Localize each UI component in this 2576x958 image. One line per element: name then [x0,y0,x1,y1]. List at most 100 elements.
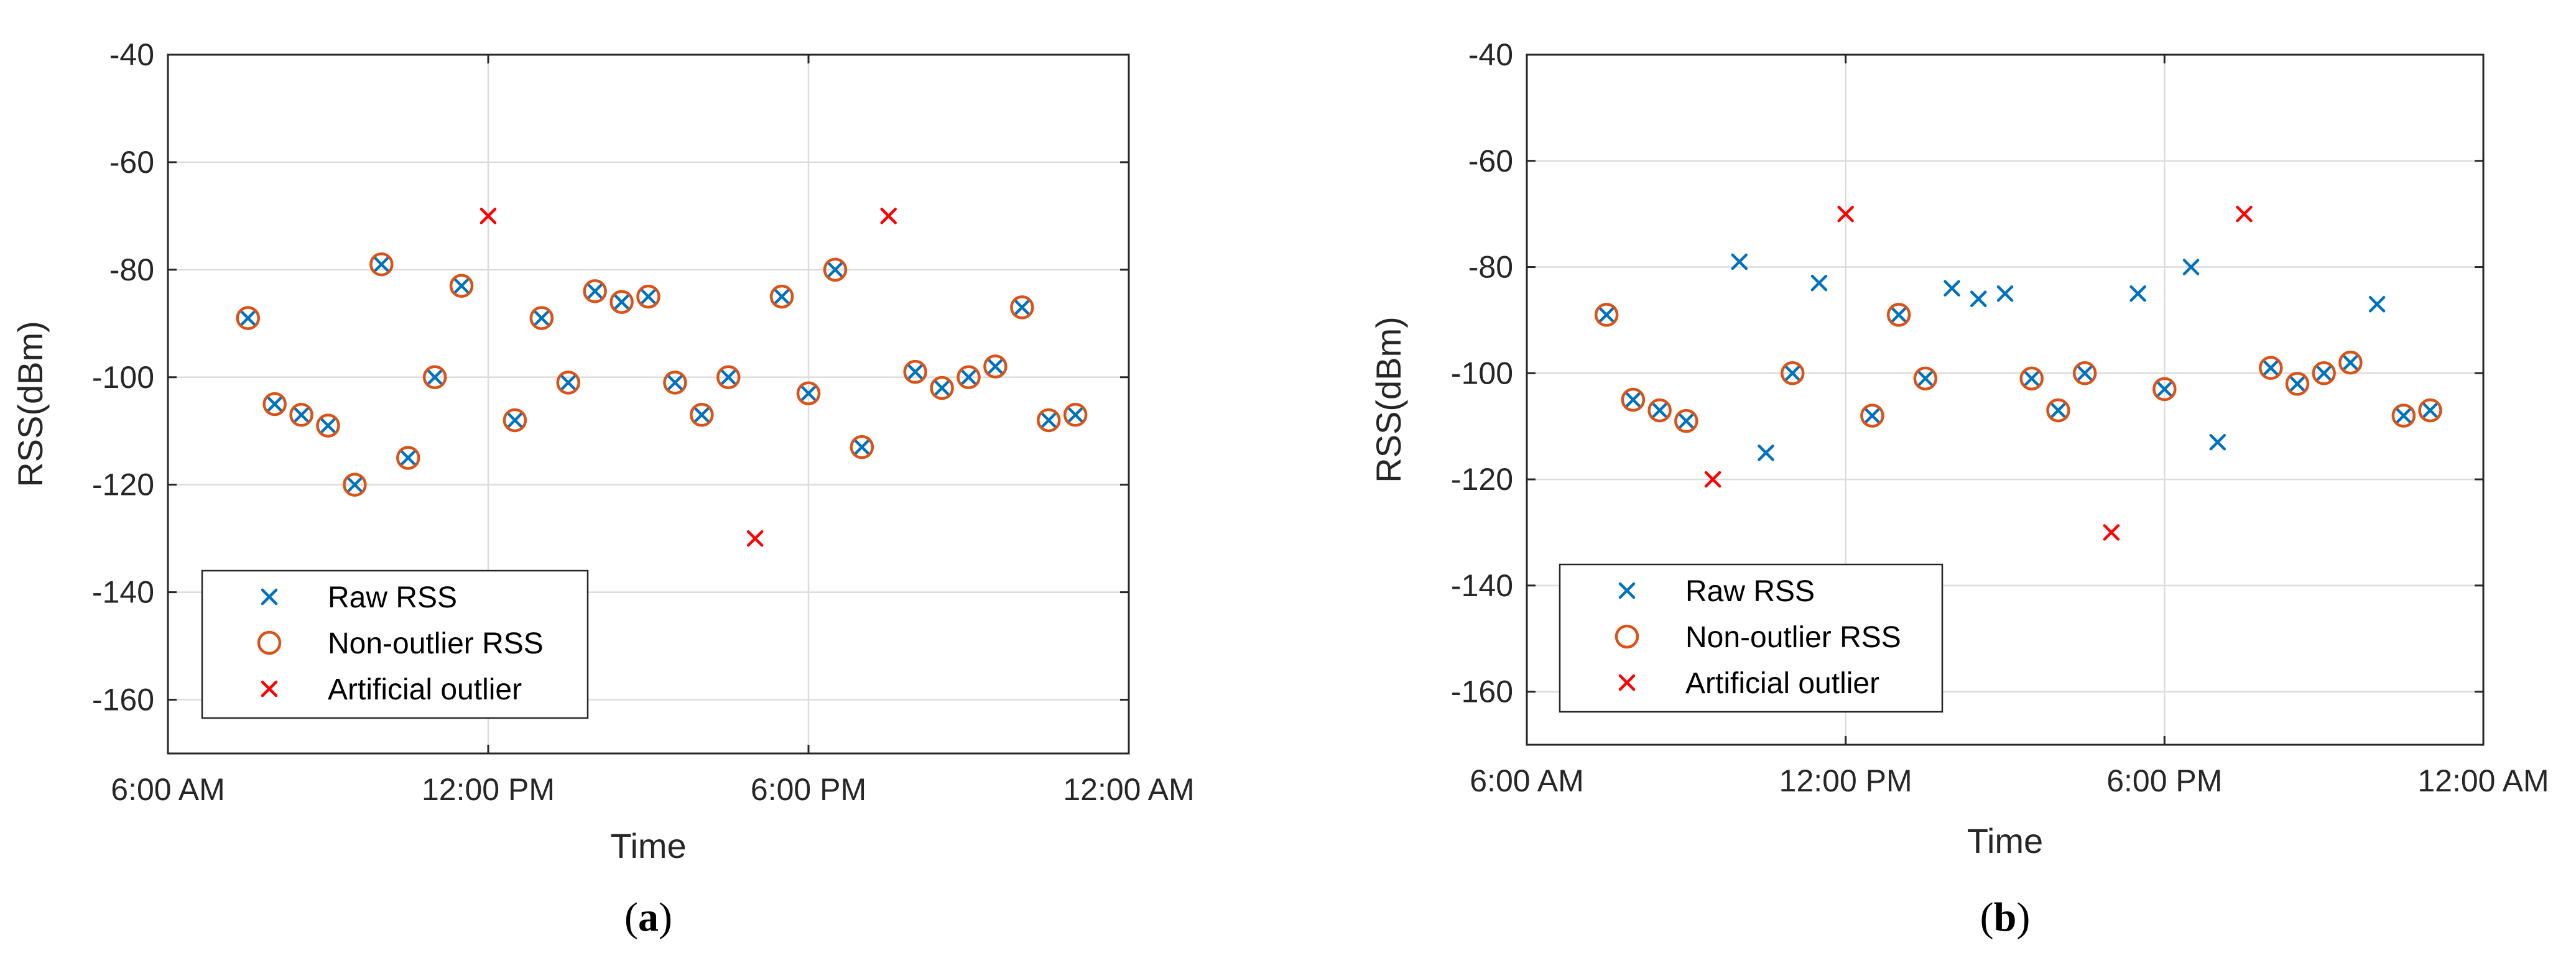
chart-a-y-axis-label: RSS(dBm) [11,321,50,487]
chart-a-point-stroke-b [1040,412,1057,429]
chart-b-point [2072,361,2097,385]
chart-b-legend-label: Artificial outlier [1685,667,1879,700]
chart-b-legend-marker [1618,674,1636,691]
chart-a-point-stroke-b [800,385,817,402]
chart-b-legend-marker [1615,624,1639,649]
chart-a-point [960,369,977,386]
chart-a-point [640,288,657,305]
chart-a-point [636,284,660,309]
chart-a-point-stroke-b [746,530,764,547]
chart-a-point-stroke-b [266,395,283,413]
chart-a-point [262,392,287,417]
chart-b-point [2258,356,2283,380]
chart-a-point [800,385,817,402]
chart-b-point [2391,403,2416,428]
chart-a-point-stroke-b [693,407,710,423]
chart-b-point [1704,471,1721,488]
chart-a-xtick-label: 12:00 PM [422,772,555,807]
chart-b-point-stroke-b [1810,274,1828,292]
chart-b-point [2103,524,2120,541]
chart-b-point-stroke-b [1678,412,1695,430]
chart-b-x-axis-label: Time [1967,821,2043,860]
chart-a-axes-box [167,53,1130,755]
chart-b-point-stroke-b [2368,296,2386,313]
chart-a-point [400,449,417,466]
chart-a-point [850,435,874,459]
chart-b-point [2046,398,2070,423]
chart-a-point [236,306,260,330]
chart-b: -40 -60 -80 -100 -120 -140 -160 6:00 AM 12:00 PM… [1369,37,2549,940]
chart-a-point [373,256,390,273]
chart-b-point [2262,359,2279,377]
chart-b-point-stroke-b [2422,402,2439,419]
chart-b-point-stroke-b [2076,365,2093,382]
chart-a-point [503,408,527,433]
chart-a-point-stroke-b [506,412,524,429]
chart-a-point [823,257,848,282]
chart-a-point [690,403,714,427]
chart-a-point-stroke-b [426,369,443,386]
chart-a-point [880,208,897,224]
chart-a-point [293,407,310,423]
chart-a-caption-letter: a [638,895,659,940]
chart-a-point [957,365,981,390]
chart-b-point-stroke-b [1704,471,1721,488]
chart-a-point [983,354,1008,379]
chart-b-point [1886,303,1911,327]
chart-b-point [1758,444,1774,461]
chart-a-point-stroke-b [346,476,363,493]
chart-b-point [2023,370,2040,387]
chart-a-point [1040,412,1057,429]
chart-a-point [556,371,580,395]
chart-a-point-stroke-b [453,277,470,295]
chart-a-point-stroke-b [934,379,950,397]
chart-b-ytick-label: -160 [1451,675,1513,709]
chart-b-legend-marker [1618,582,1636,599]
chart-b-ytick-label: -40 [1468,37,1513,72]
chart-a-point-stroke-b [293,407,310,423]
chart-b-point-stroke-b [1731,253,1748,270]
chart-b-point [2315,365,2332,382]
chart-b-point [1651,402,1668,419]
chart-a-ytick-label: -60 [109,145,154,180]
chart-b-point-stroke-b [2342,354,2359,371]
chart-b-point [1944,280,1960,297]
chart-b-xtick-label: 12:00 AM [2417,763,2549,798]
chart-a-ticks: -40 -60 -80 -100 -120 -140 -160 6:00 AM 12:00 PM… [92,37,1195,807]
chart-a-point [667,374,683,391]
chart-a-ytick-label: -80 [109,252,154,287]
chart-a-point [533,310,550,326]
chart-a-point-stroke-b [827,261,844,279]
chart-b-point-stroke-b [1970,290,1987,308]
chart-a-point-stroke-b [880,208,897,224]
chart-b-point-stroke-b [2315,365,2332,382]
chart-a-caption-close: ) [659,895,672,940]
chart-b-point-stroke-b [2103,524,2120,541]
chart-a-ytick-label: -160 [92,683,154,717]
chart-b-point [2156,380,2173,398]
chart-b-point-stroke-b [1651,402,1668,419]
chart-b-ytick-label: -60 [1468,144,1513,178]
chart-b-point-stroke-b [1837,205,1854,223]
chart-a-point [529,306,554,330]
chart-b-point [2209,434,2226,451]
chart-a-point [987,358,1004,375]
chart-a-point-stroke-b [960,369,977,386]
chart-b-point-stroke-b [2395,407,2412,424]
chart-b-xtick-label: 6:00 PM [2106,763,2222,798]
chart-a-point-stroke-b [400,449,417,466]
chart-a-point-stroke-b [720,369,737,386]
chart-b-point [1624,391,1642,408]
chart-a-legend-marker [257,630,282,655]
chart-a-point-stroke-b [773,288,790,305]
chart-b-point [2076,365,2093,382]
chart-a-point-stroke-b [987,358,1004,375]
chart-a-caption-open: ( [624,895,638,940]
chart-b-ytick-label: -120 [1451,462,1513,497]
chart-a-ytick-label: -140 [92,575,154,610]
chart-b-legend: Raw RSS Non-outlier RSS Artificial outlier [1559,563,1944,713]
chart-b-point [2395,407,2412,424]
chart-a-point [769,284,794,309]
chart-a-point [903,359,927,384]
chart-b-point [2182,259,2200,275]
